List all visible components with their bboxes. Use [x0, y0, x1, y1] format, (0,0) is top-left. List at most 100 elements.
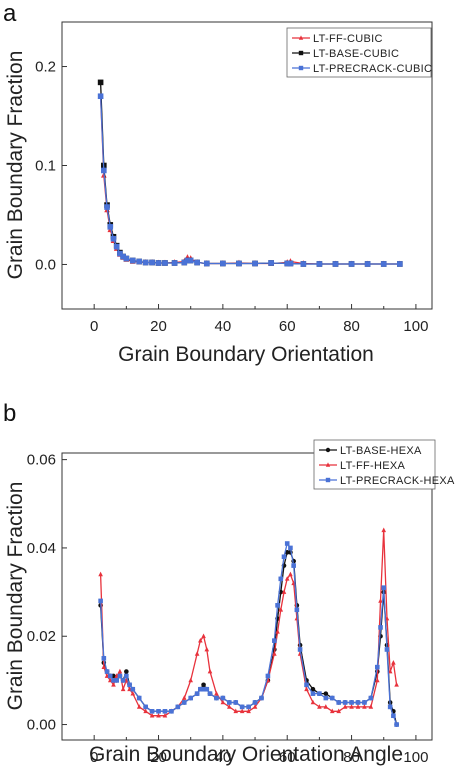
data-point [127, 682, 132, 688]
x-tick-label: 100 [403, 749, 428, 766]
data-point [375, 677, 380, 683]
data-point [323, 691, 329, 696]
data-point [342, 700, 348, 705]
data-point [304, 686, 309, 692]
data-point [117, 250, 123, 257]
legend-label: LT-BASE-CUBIC [313, 48, 399, 60]
data-point [220, 699, 226, 705]
data-point [181, 700, 187, 705]
data-point [114, 678, 119, 683]
data-point [239, 708, 245, 714]
x-tick-label: 100 [403, 318, 428, 335]
data-point [143, 704, 148, 710]
series-line [99, 529, 398, 717]
data-point [394, 682, 399, 687]
legend-label: LT-FF-HEXA [340, 460, 405, 472]
x-tick-label: 20 [150, 749, 167, 766]
legend-swatch-marker [298, 35, 304, 40]
series-lt-base-cubic [97, 79, 403, 267]
legend-swatch-marker [325, 477, 331, 483]
data-point [156, 709, 161, 714]
data-point [378, 598, 383, 603]
y-tick-label: 0.00 [27, 717, 56, 734]
data-point [275, 629, 280, 634]
data-point [104, 204, 110, 210]
data-point [175, 704, 181, 710]
series-line [99, 82, 400, 265]
data-point [162, 712, 168, 718]
data-point [246, 708, 251, 714]
data-point [227, 700, 232, 705]
data-point [220, 695, 226, 701]
legend-label: LT-BASE-HEXA [340, 445, 422, 457]
data-point [233, 708, 239, 714]
data-point [156, 712, 161, 718]
x-tick-label: 20 [150, 318, 167, 335]
data-point [124, 669, 129, 674]
data-point [162, 260, 168, 266]
data-point [162, 709, 168, 714]
data-point [188, 677, 193, 683]
data-point [381, 585, 387, 590]
data-point [294, 607, 300, 613]
data-point [272, 638, 277, 643]
data-point [268, 260, 274, 266]
data-point [381, 527, 387, 533]
series-lt-precrack-hexa [98, 541, 399, 727]
data-point [107, 224, 114, 230]
data-point [317, 704, 322, 709]
data-point [239, 704, 245, 710]
series-line [99, 96, 400, 265]
series-line [99, 96, 400, 265]
data-point [184, 257, 191, 264]
data-point [300, 261, 307, 267]
x-tick-label: 0 [90, 749, 98, 766]
data-point [117, 673, 123, 679]
x-tick-label: 0 [90, 318, 98, 335]
data-point [252, 260, 258, 267]
data-point [397, 261, 403, 267]
data-point [380, 261, 387, 267]
legend-swatch-marker [298, 50, 304, 56]
data-point [104, 669, 110, 674]
data-point [252, 704, 258, 709]
data-point [252, 700, 258, 705]
panel-letter: b [3, 400, 16, 427]
data-point [394, 722, 399, 727]
data-point [129, 257, 136, 264]
legend-box [286, 27, 432, 78]
data-point [378, 625, 383, 630]
data-point [120, 686, 126, 692]
series-line [99, 542, 398, 725]
data-point [278, 576, 284, 582]
data-point [198, 686, 203, 692]
x-tick-label: 60 [279, 318, 296, 335]
data-point [310, 699, 316, 705]
data-point [278, 606, 284, 612]
data-point [130, 690, 136, 696]
data-point [204, 686, 210, 692]
data-point [201, 633, 206, 639]
data-point [136, 695, 142, 701]
y-axis-title: Grain Boundary Fraction [4, 482, 27, 711]
plot-frame [61, 452, 433, 741]
data-point [284, 541, 290, 546]
data-point [97, 93, 104, 100]
legend-entry: LT-PRECRACK-CUBIC [292, 63, 432, 75]
data-point [155, 260, 162, 266]
legend: LT-FF-CUBIC LT-BASE-CUBIC LT-PRECRACK-CUBI… [286, 27, 432, 78]
legend-entry: LT-BASE-CUBIC [292, 48, 399, 60]
data-point [142, 259, 149, 266]
data-point [107, 673, 113, 679]
data-point [281, 589, 287, 594]
data-point [123, 255, 130, 262]
data-point [198, 637, 203, 643]
legend-swatch-marker [325, 462, 331, 467]
data-point [272, 651, 277, 656]
data-point [227, 704, 232, 709]
data-point [265, 673, 271, 679]
data-point [236, 260, 242, 267]
data-point [281, 554, 287, 560]
